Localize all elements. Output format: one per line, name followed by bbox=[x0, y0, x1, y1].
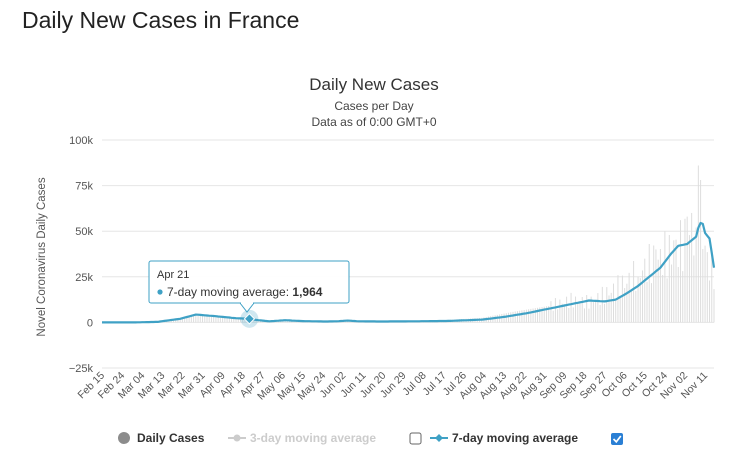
y-tick-label: 25k bbox=[75, 272, 93, 284]
legend-3day-checkbox[interactable] bbox=[409, 432, 422, 445]
svg-text:7-day moving average: 1,964: 7-day moving average: 1,964 bbox=[167, 285, 323, 299]
y-tick-label: −25k bbox=[69, 363, 94, 375]
y-axis-label: Novel Coronavirus Daily Cases bbox=[36, 177, 48, 336]
legend-3day-label: 3-day moving average bbox=[250, 431, 376, 445]
hover-marker bbox=[243, 313, 256, 325]
tooltip-value: 1,964 bbox=[292, 285, 322, 299]
legend-7day-checkbox[interactable] bbox=[611, 433, 623, 445]
chart-title: Daily New Cases bbox=[309, 75, 438, 94]
tooltip-series-label: 7-day moving average: bbox=[167, 285, 289, 299]
legend-7day-label: 7-day moving average bbox=[452, 431, 578, 445]
legend-3day-marker bbox=[233, 434, 241, 442]
legend-7day-marker bbox=[435, 434, 443, 442]
y-tick-label: 100k bbox=[69, 135, 93, 147]
legend: Daily Cases 3-day moving average 7-day m… bbox=[118, 431, 623, 445]
seven-day-average-line bbox=[102, 221, 716, 324]
chart-subtitle-1: Cases per Day bbox=[334, 99, 413, 113]
tooltip: Apr 21 7-day moving average: 1,964 bbox=[148, 260, 350, 313]
chart-subtitle-2: Data as of 0:00 GMT+0 bbox=[311, 115, 436, 129]
page-title: Daily New Cases in France bbox=[22, 7, 300, 33]
legend-item-7day-average[interactable]: 7-day moving average bbox=[430, 431, 578, 445]
legend-daily-cases-label: Daily Cases bbox=[137, 431, 205, 445]
y-tick-label: 50k bbox=[75, 226, 93, 238]
tooltip-date: Apr 21 bbox=[157, 269, 189, 281]
legend-item-daily-cases[interactable]: Daily Cases bbox=[118, 431, 205, 445]
y-tick-label: 75k bbox=[75, 181, 93, 193]
y-tick-label: 0 bbox=[87, 317, 93, 329]
tooltip-series-dot bbox=[157, 289, 163, 295]
legend-7day-checkbox-box bbox=[611, 433, 623, 445]
legend-item-3day-average[interactable]: 3-day moving average bbox=[228, 431, 376, 445]
legend-daily-cases-marker bbox=[118, 432, 130, 444]
check-icon bbox=[612, 435, 622, 444]
